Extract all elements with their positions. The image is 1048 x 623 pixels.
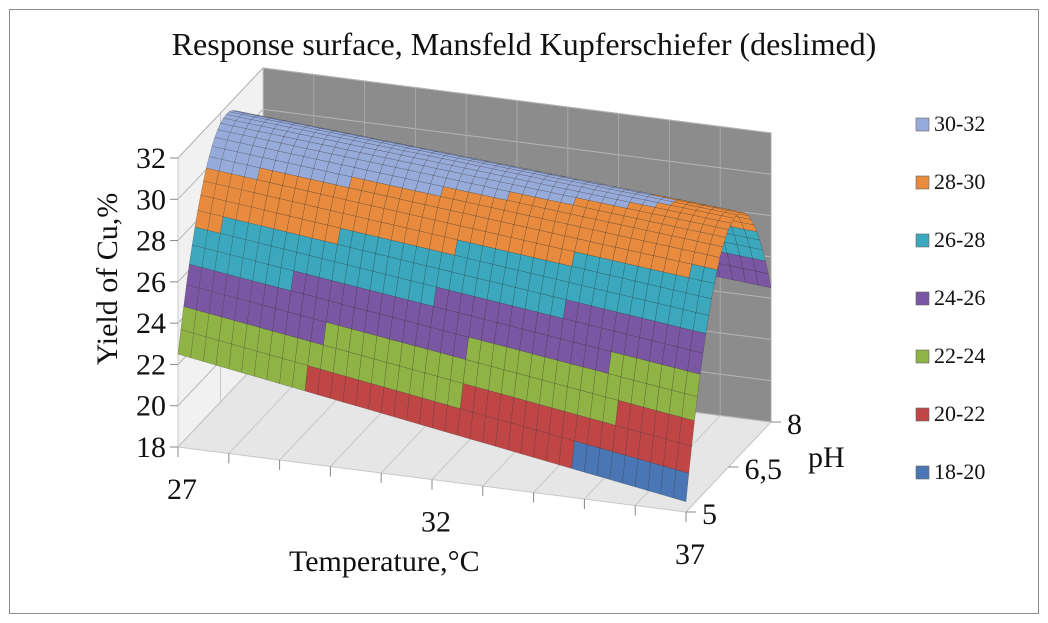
z-tick-label: 26 [136, 266, 166, 299]
x-axis-title: Temperature,°C [289, 545, 480, 578]
z-tick-label: 18 [136, 431, 166, 464]
z-tick-label: 22 [136, 348, 166, 381]
y-tick-label: 6,5 [745, 453, 783, 486]
surface-cell [684, 370, 701, 398]
legend-swatch [915, 349, 930, 364]
z-tick-label: 32 [136, 142, 166, 175]
z-tick-label: 28 [136, 225, 166, 258]
z-tick-label: 20 [136, 390, 166, 423]
y-tick-label: 5 [702, 498, 717, 531]
legend-swatch [915, 175, 930, 190]
surface-cell [675, 442, 692, 474]
legend-swatch [915, 465, 930, 480]
z-tick-label: 24 [136, 307, 166, 340]
surface-cell [681, 393, 698, 422]
legend-label: 18-20 [934, 459, 985, 484]
z-axis-title: Yield of Cu,% [91, 192, 124, 366]
surface-cell [698, 280, 715, 300]
legend-label: 24-26 [934, 285, 985, 310]
legend-label: 30-32 [934, 111, 985, 136]
chart-title: Response surface, Mansfeld Kupferschiefe… [171, 26, 877, 62]
response-surface [177, 110, 772, 502]
legend: 30-32 28-30 26-28 24-26 22-24 20-22 18-20 [915, 111, 985, 484]
surface-cell [673, 469, 689, 502]
y-tick-label: 8 [787, 408, 802, 441]
y-axis-title: pH [808, 441, 845, 474]
axis-ticks: 18 20 22 24 26 28 30 32 27 32 37 5 6,58 [136, 142, 802, 571]
z-tick-label: 30 [136, 183, 166, 216]
legend-label: 22-24 [934, 343, 985, 368]
surface-cell [692, 312, 709, 334]
x-tick-label: 37 [675, 538, 705, 571]
surface-cell [678, 417, 695, 447]
x-tick-label: 27 [167, 473, 197, 506]
x-tick-label: 32 [421, 506, 451, 539]
legend-label: 20-22 [934, 401, 985, 426]
legend-swatch [915, 233, 930, 248]
legend-label: 28-30 [934, 169, 985, 194]
legend-swatch [915, 291, 930, 306]
legend-swatch [915, 407, 930, 422]
surface-cell [687, 349, 704, 375]
surface-cell [690, 330, 706, 354]
surface-cell [695, 295, 712, 316]
legend-swatch [915, 117, 930, 132]
legend-label: 26-28 [934, 227, 985, 252]
